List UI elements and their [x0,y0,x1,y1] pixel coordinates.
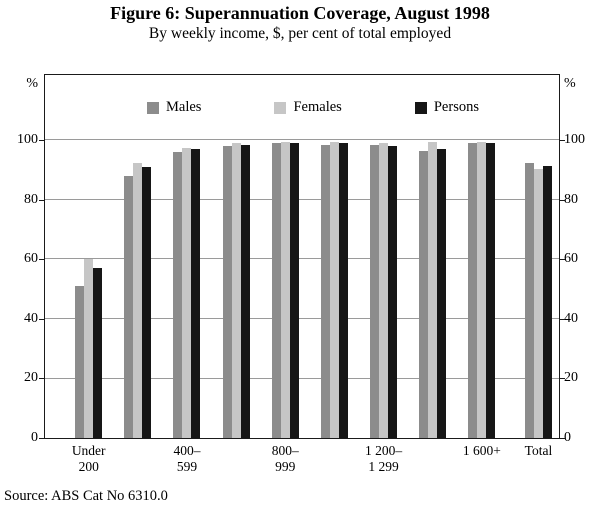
legend-item-persons: Persons [414,99,479,116]
legend-swatch-persons [414,101,427,114]
gridline-20 [45,377,559,379]
chart-subtitle: By weekly income, $, per cent of total e… [148,25,452,42]
y-axis-tickmark [39,259,44,261]
bar-males-group3 [173,152,183,438]
bar-females-group5 [280,141,290,438]
legend-label-males: Males [166,99,202,115]
gridline-100 [45,139,559,141]
x-axis-label: 800– 999 [271,443,299,475]
y-axis-label-left: 80 [24,191,38,207]
x-axis-label: 400– 599 [173,443,201,475]
y-axis-tickmark [39,378,44,380]
bar-persons-group9 [486,143,496,438]
y-axis-label-left: 0 [31,430,38,445]
y-axis-tickmark [560,199,565,201]
y-axis-unit-right: % [564,76,576,91]
bar-persons-group7 [388,146,398,438]
bar-males-group5 [271,143,281,438]
bar-persons-group4 [240,144,250,438]
gridline-60 [45,258,559,260]
y-axis-label-right: 100 [564,132,585,148]
legend-swatch-males [147,101,159,114]
y-axis-label-right: 40 [564,310,578,326]
legend: Males Females Persons [147,99,479,116]
y-axis-tickmark [560,318,565,320]
chart-title: Figure 6: Superannuation Coverage, Augus… [110,3,490,23]
legend-label-females: Females [293,99,342,115]
bar-males-group8 [419,150,429,438]
x-axis-label: Total [524,443,553,458]
y-axis-tickmark [39,438,44,439]
bar-females-group10 [533,168,543,438]
y-axis-tickmark [560,438,565,439]
legend-item-females: Females [274,99,342,116]
plot-box: Males Females Persons Under 200 400– 599 800… [44,74,560,474]
bar-males-group1 [75,286,85,438]
bar-females-group9 [477,141,487,438]
bar-females-group4 [231,143,241,438]
y-axis-tickmark [560,259,565,261]
bar-persons-group1 [93,268,103,438]
y-axis-tickmark [39,140,44,142]
y-axis-label-left: 20 [24,370,38,386]
bar-males-group4 [222,146,232,438]
x-axis-label: Under 200 [71,443,106,475]
y-axis-tickmark [560,140,565,142]
y-axis-label-right: 60 [564,251,578,267]
y-axis-label-left: 40 [24,310,38,326]
bar-females-group7 [379,143,389,438]
bar-females-group8 [428,141,438,438]
bar-males-group9 [468,143,478,438]
legend-label-persons: Persons [433,99,479,115]
y-axis-label-left: 60 [24,251,38,267]
y-axis-label-right: 0 [564,430,571,445]
y-axis-tickmark [560,378,565,380]
bar-males-group6 [320,144,330,438]
bar-males-group10 [524,162,534,438]
bar-persons-group8 [437,149,447,438]
gridline-40 [45,317,559,319]
y-axis-label-right: 80 [564,191,578,207]
bar-males-group7 [370,144,380,438]
y-axis-tickmark [39,318,44,320]
bar-females-group6 [329,141,339,438]
bar-males-group2 [124,176,134,438]
y-axis-label-right: 20 [564,370,578,386]
chart-area: % % Males Females Persons Under 200 400– 59… [0,62,600,474]
source-note: Source: ABS Cat No 6310.0 [4,488,168,504]
bar-females-group3 [182,147,192,438]
gridline-80 [45,198,559,200]
bar-persons-group5 [289,143,299,438]
x-axis-label: 1 200– 1 299 [365,443,403,475]
bar-females-group1 [84,259,94,438]
y-axis-unit-left: % [26,76,38,91]
bar-persons-group6 [338,143,348,438]
legend-item-males: Males [147,99,201,116]
legend-swatch-females [274,101,287,114]
bar-persons-group3 [191,149,201,438]
x-axis-label: 1 600+ [462,443,501,458]
y-axis-label-left: 100 [17,132,38,148]
bar-persons-group2 [142,167,152,438]
y-axis-tickmark [39,199,44,201]
bar-persons-group10 [542,165,552,438]
bar-females-group2 [133,162,143,438]
